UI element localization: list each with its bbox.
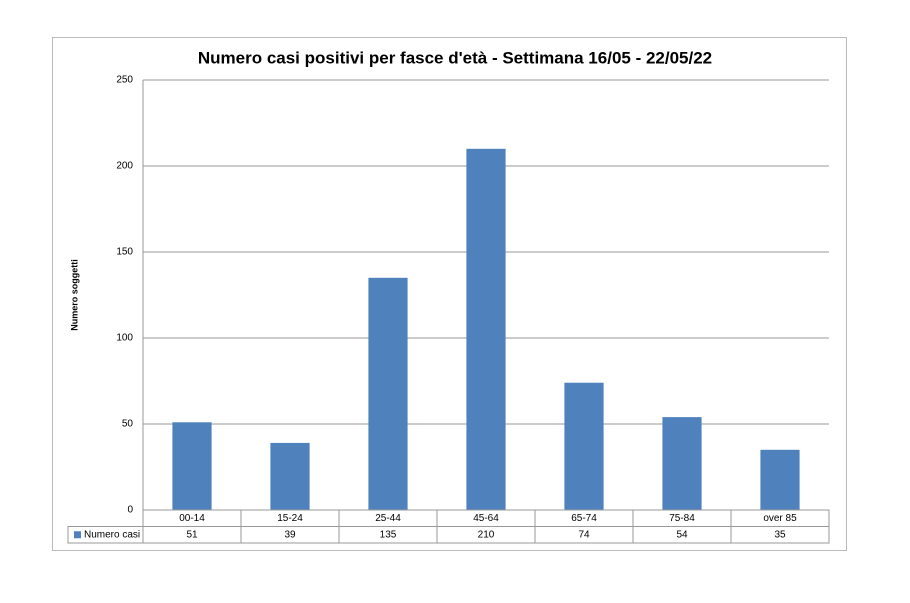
y-tick-label: 0: [127, 505, 133, 516]
data-table-value: 51: [186, 529, 198, 540]
bar: [270, 442, 310, 510]
bar: [466, 148, 506, 511]
data-table-value: 35: [774, 529, 786, 540]
y-tick-label: 50: [122, 419, 134, 430]
y-tick-label: 200: [116, 161, 133, 172]
legend-swatch: [74, 531, 81, 539]
data-table-value: 135: [380, 529, 397, 540]
x-tick-label: 15-24: [277, 513, 303, 524]
legend-label: Numero casi: [84, 529, 140, 540]
bar: [662, 417, 702, 510]
y-axis-title: Numero soggetti: [69, 259, 79, 331]
chart-title: Numero casi positivi per fasce d'età - S…: [198, 48, 712, 67]
data-table-value: 74: [578, 529, 590, 540]
x-tick-label: 25-44: [375, 513, 401, 524]
x-tick-label: 65-74: [571, 513, 597, 524]
x-tick-label: 75-84: [669, 513, 695, 524]
y-tick-label: 100: [116, 333, 133, 344]
bar: [760, 449, 800, 510]
bar: [172, 422, 212, 510]
bar: [564, 382, 604, 510]
x-tick-label: over 85: [763, 513, 797, 524]
data-table-value: 210: [478, 529, 495, 540]
data-table-value: 39: [284, 529, 296, 540]
bar: [368, 277, 408, 510]
y-tick-label: 150: [116, 247, 133, 258]
x-tick-label: 45-64: [473, 513, 499, 524]
y-tick-label: 250: [116, 75, 133, 86]
x-tick-label: 00-14: [179, 513, 205, 524]
data-table-value: 54: [676, 529, 688, 540]
chart-border: [52, 37, 847, 551]
